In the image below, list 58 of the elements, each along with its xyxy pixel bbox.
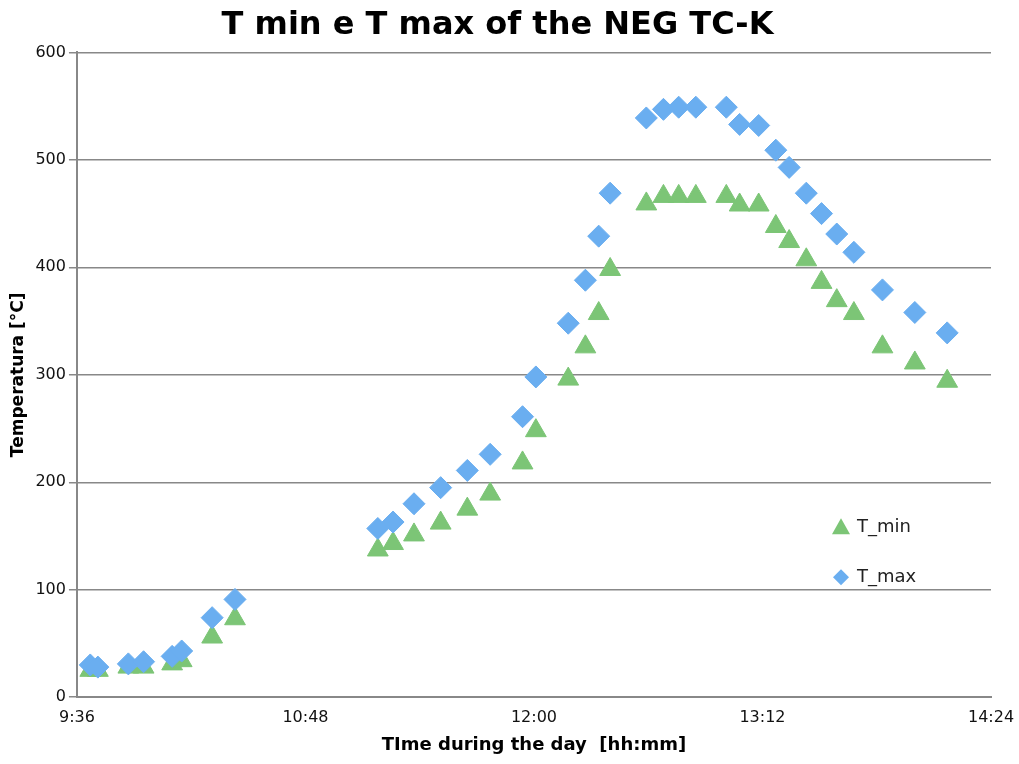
x-tick-label: 14:24 (967, 706, 1015, 726)
point (366, 537, 389, 557)
point (871, 334, 894, 354)
point (456, 496, 479, 516)
point (936, 368, 959, 388)
point (478, 442, 502, 466)
point (842, 240, 866, 264)
y-tick-label: 0 (55, 686, 66, 706)
x-tick-label: 13:12 (739, 706, 786, 726)
point (382, 531, 404, 551)
point (574, 334, 597, 354)
y-tick-label: 400 (35, 256, 66, 276)
point (843, 301, 865, 321)
point (557, 366, 580, 386)
y-axis-title: Temperatura [°C] (6, 292, 27, 458)
y-tick-label: 300 (35, 363, 66, 383)
point (429, 510, 452, 530)
point (903, 350, 926, 370)
point (366, 516, 390, 540)
point (825, 222, 849, 246)
y-tick-label: 500 (35, 149, 66, 169)
point (403, 522, 425, 542)
point (587, 301, 610, 321)
chart-title: T min e T max of the NEG TC-K (221, 3, 775, 42)
point (747, 113, 771, 137)
point (764, 138, 788, 162)
point (794, 181, 818, 205)
legend-label: T_min (856, 514, 911, 537)
x-tick-label: 12:00 (510, 706, 558, 726)
point (524, 365, 548, 389)
point (524, 418, 547, 438)
point (728, 112, 752, 136)
point (777, 155, 801, 179)
x-tick-label: 10:48 (282, 706, 329, 726)
point (810, 202, 834, 226)
x-axis-title: TIme during the day [hh:mm] (381, 732, 687, 754)
point (587, 224, 611, 248)
point (573, 268, 597, 292)
y-tick-label: 200 (35, 471, 66, 491)
point (634, 106, 658, 130)
y-tick-label: 600 (35, 41, 66, 61)
point (684, 95, 708, 119)
point (651, 97, 675, 121)
point (455, 458, 479, 482)
point (825, 288, 848, 308)
y-tick-label: 100 (35, 578, 66, 598)
point (778, 229, 801, 249)
point (479, 481, 502, 501)
x-tick-label: 9:36 (58, 706, 95, 726)
point (903, 300, 927, 324)
point (598, 181, 622, 205)
point (870, 278, 894, 302)
legend-label: T_max (856, 564, 917, 587)
point (714, 95, 738, 119)
point (795, 247, 818, 267)
point (935, 321, 959, 345)
point (511, 450, 534, 470)
point (556, 311, 580, 335)
